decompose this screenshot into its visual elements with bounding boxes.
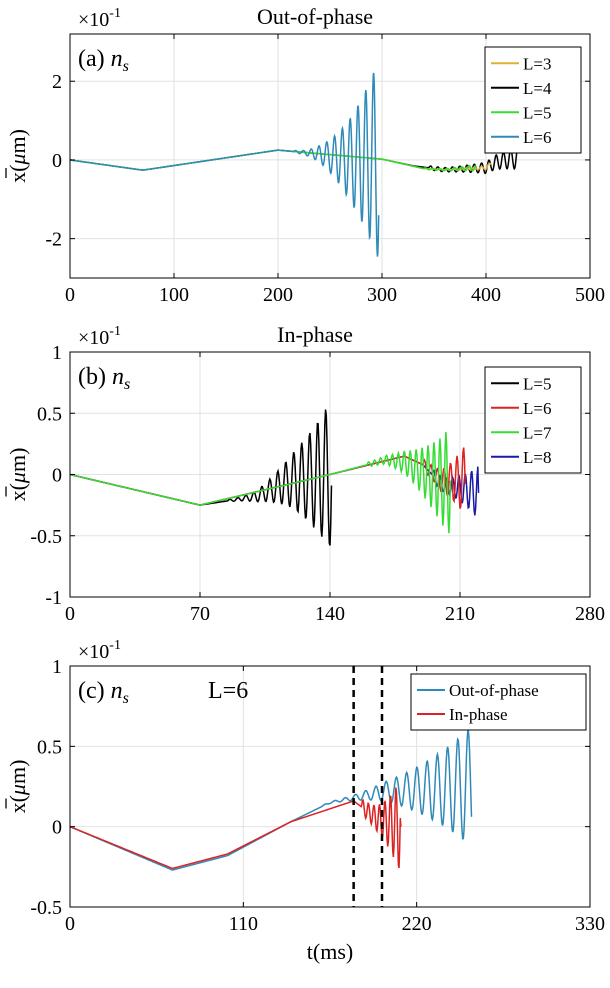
axes-box xyxy=(69,665,591,908)
panel-2: 0 110 220 330-0.500.51×10-1x(μm)(c) ns L=6t(… xyxy=(5,638,605,964)
x-tick-label: 100 xyxy=(159,284,189,306)
legend-label: In-phase xyxy=(449,705,508,724)
y-tick-label: 0 xyxy=(52,817,62,839)
y-tick-label: 0.5 xyxy=(37,403,62,425)
y-tick-label: 0.5 xyxy=(37,736,62,758)
x-tick-label: 200 xyxy=(263,284,293,306)
x-tick-label: 220 xyxy=(402,913,432,935)
y-axis-label: x(μm) xyxy=(5,129,30,183)
x-tick-label: 70 xyxy=(190,603,210,625)
legend-label: L=4 xyxy=(523,79,552,98)
panel-title: Out-of-phase xyxy=(257,4,373,29)
series-line-l-7 xyxy=(70,431,452,534)
panel-label: (c) ns xyxy=(78,678,129,707)
panel-extra-label: L=6 xyxy=(208,678,248,704)
legend-box xyxy=(484,366,582,474)
panel-label-subscript: s xyxy=(124,376,130,393)
y-exponent-power: -1 xyxy=(109,6,121,21)
y-axis-label-mu: μ xyxy=(5,154,30,166)
y-tick-label: -0.5 xyxy=(30,526,62,548)
legend: Out-of-phase In-phase xyxy=(410,673,587,731)
x-tick-label: 140 xyxy=(315,603,345,625)
series-line-l-6 xyxy=(70,72,380,257)
legend-label: L=5 xyxy=(523,374,551,393)
legend-label: L=6 xyxy=(523,399,551,418)
panel-label-variable: n xyxy=(111,46,123,72)
x-tick-label: 500 xyxy=(575,284,605,306)
panel-1: 0 70 140 210 280 -1 -0.5 0 0.5 1 ×10-1 In-phase x(μm… xyxy=(5,322,605,625)
x-tick-label: 300 xyxy=(367,284,397,306)
legend: L=3 L=4 L=5 L=6 xyxy=(484,46,582,154)
series-line-out-of-phase xyxy=(70,727,473,871)
x-tick-label: 0 xyxy=(65,913,75,935)
series-line-in-phase xyxy=(70,787,402,870)
y-tick-label: 0 xyxy=(52,465,62,487)
x-tick-label: 280 xyxy=(575,603,605,625)
y-tick-label: 0 xyxy=(52,150,62,172)
y-tick-label: -0.5 xyxy=(30,897,62,919)
legend-label: L=8 xyxy=(523,448,551,467)
panel-label-subscript: s xyxy=(123,58,129,75)
y-axis-label: x(μm) xyxy=(5,448,30,502)
legend-label: L=6 xyxy=(523,128,551,147)
legend: L=5 L=6 L=7 L=8 xyxy=(484,366,582,474)
y-axis-label-unit: m) xyxy=(5,129,30,153)
x-tick-label: 210 xyxy=(445,603,475,625)
panel-title: In-phase xyxy=(277,322,353,347)
y-tick-label: -2 xyxy=(45,229,62,251)
y-axis-label-mu: μ xyxy=(5,472,30,484)
y-axis-label: x(μm) xyxy=(5,760,30,814)
y-tick-label: 1 xyxy=(52,656,62,678)
legend-box xyxy=(410,673,587,731)
panel-label: (b) ns xyxy=(78,364,130,393)
x-tick-label: 110 xyxy=(229,913,258,935)
y-exponent-power: -1 xyxy=(109,638,121,653)
panel-label-variable: n xyxy=(111,678,123,704)
legend-box xyxy=(484,46,582,154)
x-tick-label: 400 xyxy=(471,284,501,306)
x-tick-label: 330 xyxy=(575,913,605,935)
y-tick-label: 2 xyxy=(52,71,62,93)
legend-label: L=5 xyxy=(523,103,551,122)
legend-label: L=3 xyxy=(523,54,551,73)
x-tick-label: 0 xyxy=(65,284,75,306)
legend-label: Out-of-phase xyxy=(449,681,539,700)
series-line-l-5 xyxy=(70,409,333,546)
axes-box xyxy=(69,33,591,279)
y-axis-label-unit: m) xyxy=(5,448,30,472)
panel-label-variable: n xyxy=(112,364,124,390)
x-tick-label: 0 xyxy=(65,603,75,625)
y-tick-label: 1 xyxy=(52,342,62,364)
y-tick-label: -1 xyxy=(45,587,62,609)
y-exponent-label: ×10-1 xyxy=(78,324,121,349)
legend-label: L=7 xyxy=(523,423,552,442)
x-axis-label: t(ms) xyxy=(307,939,353,964)
panel-0: 0 100 200 300 400 500 -2 0 2 ×10-1 Out-of-phase x(μ… xyxy=(5,4,605,306)
y-exponent-label: ×10-1 xyxy=(78,638,121,663)
y-exponent-power: -1 xyxy=(109,324,121,339)
panel-label: (a) ns xyxy=(78,46,129,75)
y-axis-label-unit: m) xyxy=(5,760,30,784)
y-exponent-label: ×10-1 xyxy=(78,6,121,31)
panel-label-subscript: s xyxy=(123,690,129,707)
y-axis-label-mu: μ xyxy=(5,784,30,796)
